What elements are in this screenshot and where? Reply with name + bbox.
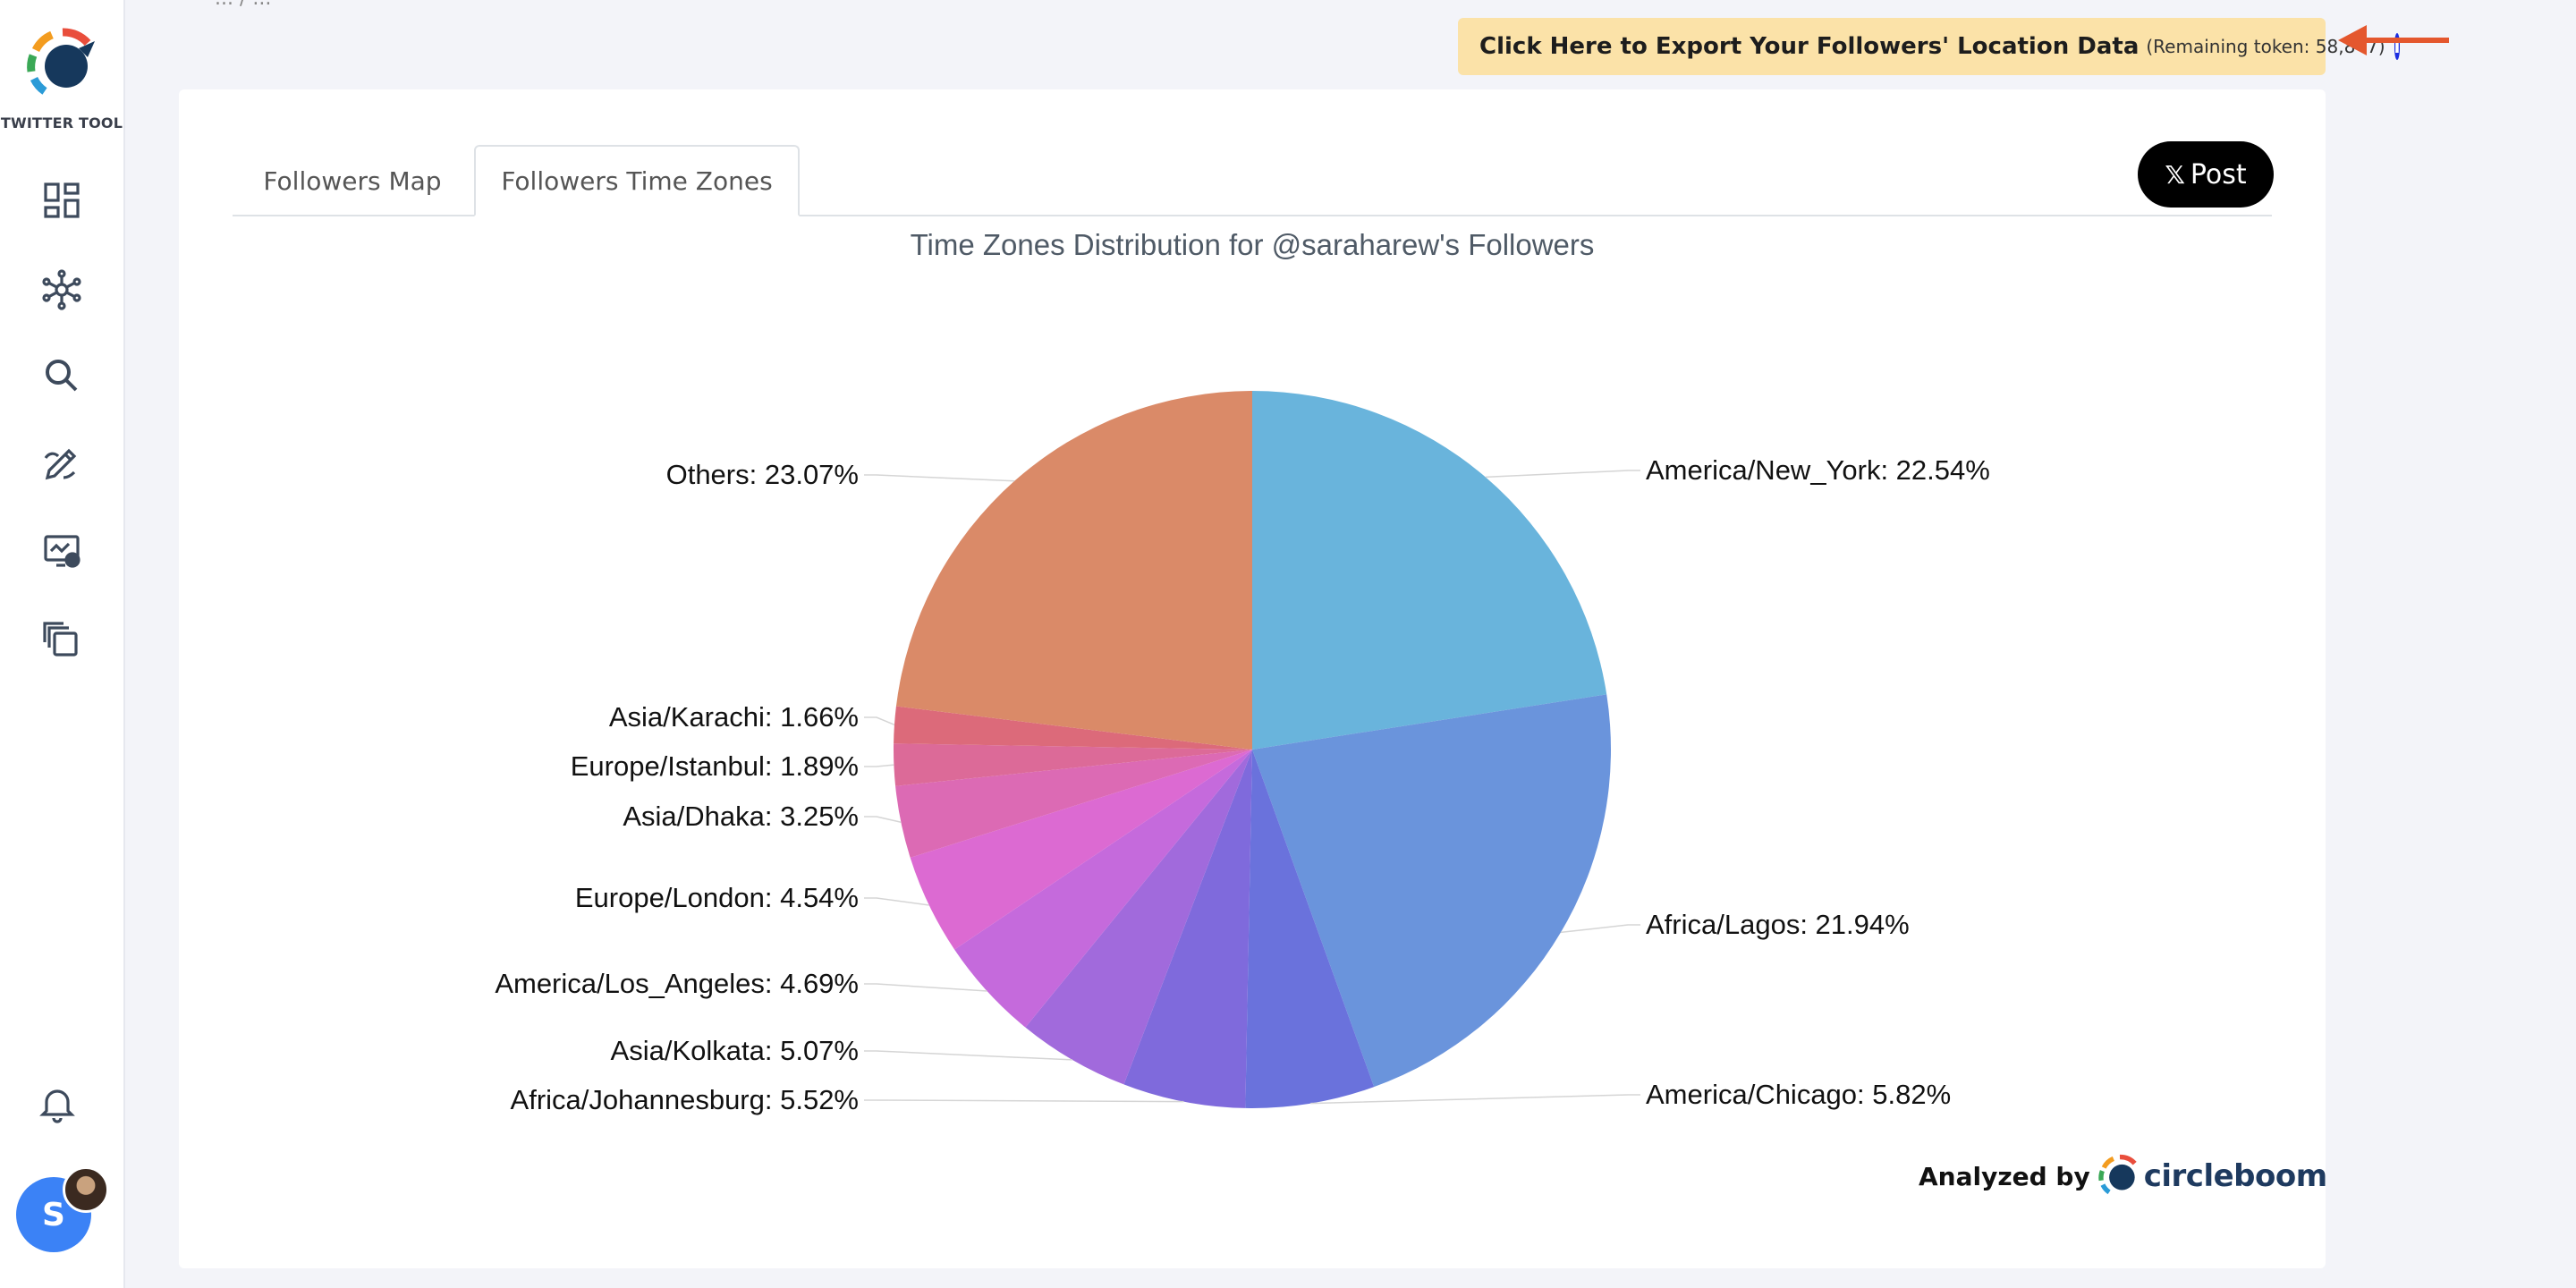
avatar[interactable]: S — [16, 1177, 91, 1252]
brand-name: circleboom — [2143, 1158, 2327, 1194]
profile-photo-icon — [63, 1166, 109, 1213]
label-leader-line — [864, 897, 929, 906]
network-icon[interactable] — [40, 268, 83, 311]
x-logo-icon: 𝕏 — [2165, 159, 2185, 190]
label-leader-line — [864, 816, 902, 823]
slice-label: America/Los_Angeles: 4.69% — [495, 968, 859, 999]
label-leader-line — [1310, 1094, 1640, 1105]
circleboom-logo-icon — [27, 28, 95, 95]
arrow-left-icon — [2338, 25, 2449, 55]
label-leader-line — [864, 1050, 1072, 1061]
edit-icon[interactable] — [40, 442, 83, 485]
slice-label: Asia/Karachi: 1.66% — [609, 701, 859, 733]
tab-bar: Followers Map Followers Time Zones — [233, 143, 2272, 216]
chart-title: Time Zones Distribution for @saraharew's… — [911, 228, 1595, 261]
pie-slice[interactable] — [910, 750, 1252, 950]
label-leader-line — [864, 716, 895, 726]
circleboom-logo-icon — [2098, 1154, 2137, 1195]
slice-label: Africa/Johannesburg: 5.52% — [511, 1084, 859, 1115]
dashboard-icon[interactable] — [40, 179, 83, 222]
tab-followers-map[interactable]: Followers Map — [263, 165, 442, 196]
pie-chart: Time Zones Distribution for @saraharew's… — [179, 89, 2326, 1268]
slice-label: Asia/Dhaka: 3.25% — [623, 801, 859, 832]
pie-chart-svg: Time Zones Distribution for @saraharew's… — [495, 228, 1990, 1115]
logo-text: TWITTER TOOL — [0, 114, 123, 131]
pie-slice[interactable] — [954, 750, 1252, 1028]
slice-label: Europe/London: 4.54% — [575, 882, 859, 913]
label-leader-line — [1560, 924, 1640, 934]
x-post-button[interactable]: 𝕏 Post — [2138, 141, 2274, 208]
slice-label: Asia/Kolkata: 5.07% — [611, 1035, 859, 1066]
pie-slice[interactable] — [1245, 750, 1375, 1108]
post-label: Post — [2190, 158, 2247, 191]
pie-slice[interactable] — [1123, 750, 1252, 1108]
slice-label: Africa/Lagos: 21.94% — [1646, 909, 1910, 940]
slice-label: Others: 23.07% — [666, 459, 859, 490]
pie-slice[interactable] — [1252, 391, 1607, 750]
sidebar: TWITTER TOOL — [0, 0, 125, 1288]
label-leader-line — [1485, 470, 1640, 479]
app-logo[interactable] — [25, 27, 100, 102]
pie-slice[interactable] — [894, 743, 1252, 786]
label-leader-line — [864, 983, 987, 992]
pie-slice[interactable] — [894, 706, 1252, 750]
label-leader-line — [864, 1099, 1184, 1103]
analytics-icon[interactable] — [40, 530, 83, 572]
tab-followers-time-zones[interactable]: Followers Time Zones — [474, 145, 800, 216]
analyzed-by: Analyzed by circleboom — [1919, 1154, 2327, 1199]
analyzed-by-text: Analyzed by — [1919, 1161, 2090, 1191]
slice-label: America/Chicago: 5.82% — [1646, 1079, 1951, 1110]
pie-slice[interactable] — [895, 391, 1252, 750]
slice-label: America/New_York: 22.54% — [1646, 454, 1990, 486]
search-icon[interactable] — [40, 354, 83, 397]
pie-slice[interactable] — [1025, 750, 1252, 1085]
pie-slice[interactable] — [1252, 694, 1611, 1088]
export-location-data-button[interactable]: Click Here to Export Your Followers' Loc… — [1458, 18, 2401, 75]
breadcrumb: ... / ... — [215, 0, 271, 10]
copy-icon[interactable] — [40, 619, 83, 662]
bell-icon[interactable] — [36, 1082, 79, 1125]
slice-label: Europe/Istanbul: 1.89% — [571, 750, 859, 782]
label-leader-line — [864, 764, 894, 767]
chart-card: Followers Map Followers Time Zones 𝕏 Pos… — [179, 89, 2327, 1268]
pie-slice[interactable] — [895, 750, 1252, 858]
label-leader-line — [864, 474, 1015, 482]
export-label: Click Here to Export Your Followers' Loc… — [1479, 33, 2140, 60]
info-icon[interactable]: i — [2394, 33, 2401, 60]
